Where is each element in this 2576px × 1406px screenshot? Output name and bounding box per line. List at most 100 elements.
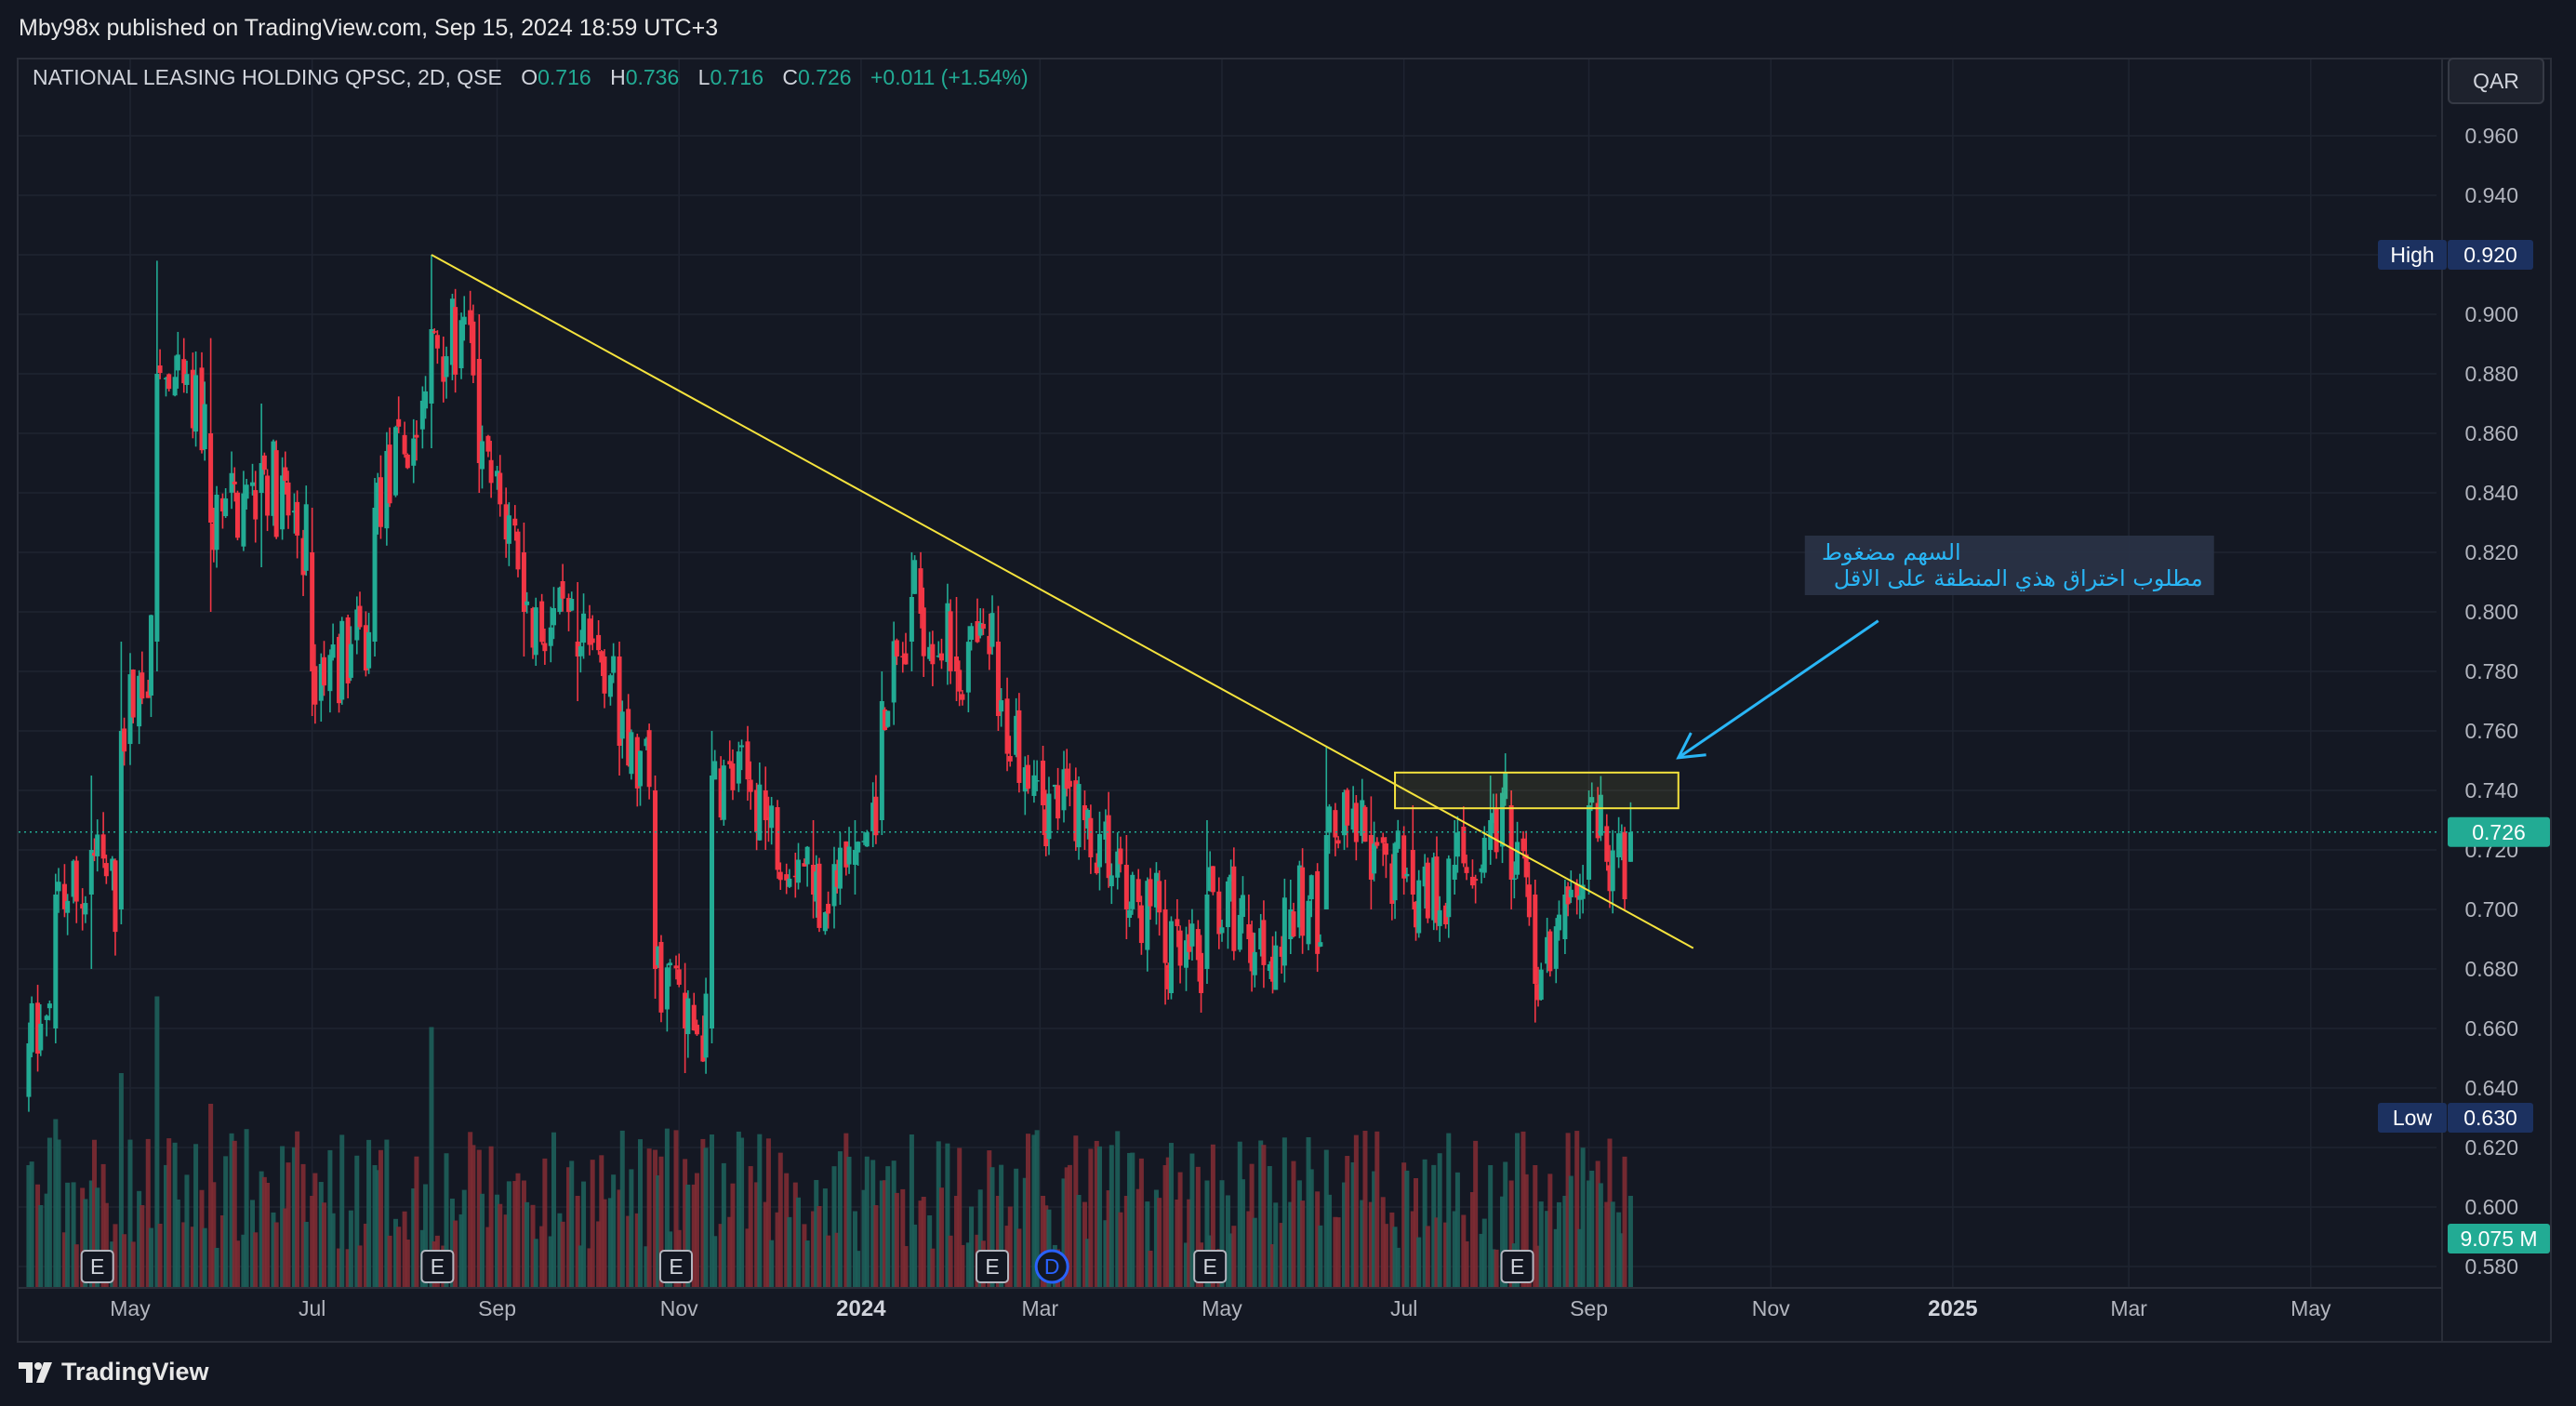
volume-bar xyxy=(1046,1209,1052,1288)
candle-body xyxy=(945,603,950,662)
event-markers[interactable]: E E E E E ED xyxy=(80,1249,1534,1284)
candle-body xyxy=(318,663,324,701)
candle-body xyxy=(575,642,580,657)
volume-bar xyxy=(280,1146,285,1288)
candle-body xyxy=(1115,851,1121,878)
candle-body xyxy=(1184,940,1189,968)
candle-body xyxy=(1073,780,1079,842)
candle-body xyxy=(1249,932,1255,972)
volume-bar xyxy=(748,1166,753,1288)
candle-body xyxy=(1350,808,1356,830)
volume-bar xyxy=(894,1192,899,1288)
candle-body xyxy=(730,763,736,790)
volume-bar xyxy=(870,1160,876,1288)
y-tick-label: 0.840 xyxy=(2464,481,2518,505)
volume-bar xyxy=(1479,1233,1484,1288)
volume-bar xyxy=(673,1130,679,1288)
candle-body xyxy=(202,404,207,450)
x-tick-label: 2025 xyxy=(1928,1296,1977,1321)
volume-bar xyxy=(53,1119,59,1288)
volume-bar xyxy=(148,1227,153,1288)
volume-bar xyxy=(754,1182,760,1288)
volume-bar xyxy=(184,1174,190,1288)
candle-body xyxy=(1404,873,1410,877)
volume-bar xyxy=(921,1197,926,1288)
volume-bar xyxy=(495,1194,500,1288)
candle-body xyxy=(1138,905,1144,944)
candle-body xyxy=(683,992,688,1028)
candle-body xyxy=(495,471,500,477)
candle-body xyxy=(295,501,300,536)
candle-body xyxy=(1392,842,1398,901)
volume-bar xyxy=(303,1221,309,1288)
volume-bar xyxy=(856,1251,861,1288)
volume-bar xyxy=(241,1234,246,1288)
candle-body xyxy=(811,865,817,895)
volume-bar xyxy=(402,1211,407,1288)
candle-body xyxy=(157,365,163,374)
volume-bar xyxy=(1568,1175,1573,1288)
candle-body xyxy=(879,701,884,820)
volume-bar xyxy=(232,1140,237,1288)
volume-bar xyxy=(1392,1227,1398,1288)
volume-bar xyxy=(1157,1198,1162,1288)
volume-bar xyxy=(1323,1149,1329,1288)
candle-body xyxy=(1258,928,1264,950)
volume-bar xyxy=(646,1148,652,1288)
earnings-marker-box xyxy=(420,1250,455,1283)
volume-bar xyxy=(1249,1163,1255,1288)
volume-bar xyxy=(38,1205,44,1288)
candle-body xyxy=(1353,802,1359,842)
candle-body xyxy=(900,656,906,657)
low-label: L xyxy=(697,65,710,89)
volume-bar xyxy=(521,1180,526,1288)
candle-body xyxy=(61,883,67,909)
x-tick-label: Sep xyxy=(1570,1296,1608,1320)
candle-body xyxy=(26,1043,32,1097)
volume-bar xyxy=(506,1181,511,1288)
volume-bar xyxy=(488,1146,494,1288)
volume-bar xyxy=(578,1245,583,1288)
earnings-marker-box xyxy=(976,1250,1010,1283)
volume-bar xyxy=(909,1134,914,1288)
candle-body xyxy=(512,518,518,526)
volume-bar xyxy=(453,1220,458,1288)
volume-bar xyxy=(617,1189,622,1288)
candle-body xyxy=(557,587,563,613)
candle-body xyxy=(1553,926,1559,969)
volume-bar xyxy=(327,1149,333,1288)
candle-body xyxy=(163,378,168,379)
volume-bar xyxy=(927,1214,933,1288)
candle-body xyxy=(199,367,205,451)
candle-body xyxy=(977,622,983,636)
candle-body xyxy=(1526,884,1532,918)
candle-body xyxy=(1270,956,1276,982)
volume-bar xyxy=(590,1160,595,1288)
candle-body xyxy=(718,768,724,818)
volume-bar xyxy=(219,1215,225,1288)
volume-bar xyxy=(375,1170,380,1288)
volume-bar xyxy=(938,1187,944,1288)
candle-body xyxy=(1481,837,1487,873)
currency-button[interactable]: QAR xyxy=(2448,58,2544,104)
y-tick-label: 0.640 xyxy=(2464,1076,2518,1100)
y-tick-label: 0.860 xyxy=(2464,421,2518,445)
y-tick-label: 0.620 xyxy=(2464,1135,2518,1160)
volume-bar xyxy=(1562,1196,1568,1288)
candle-body xyxy=(548,627,553,646)
candle-body xyxy=(644,738,649,747)
volume-bar xyxy=(1145,1201,1150,1288)
candle-body xyxy=(1135,879,1141,903)
earnings-marker-box xyxy=(80,1250,114,1283)
volume-bar xyxy=(1461,1214,1467,1288)
tradingview-logo[interactable]: TradingView xyxy=(19,1358,209,1386)
volume-bar xyxy=(802,1224,807,1288)
volume-bar xyxy=(1395,1247,1401,1288)
volume-bar xyxy=(166,1138,172,1288)
volume-bar xyxy=(1007,1206,1013,1288)
volume-bar xyxy=(1383,1224,1388,1288)
candle-body xyxy=(1228,874,1234,882)
y-tick-label: 0.780 xyxy=(2464,659,2518,683)
